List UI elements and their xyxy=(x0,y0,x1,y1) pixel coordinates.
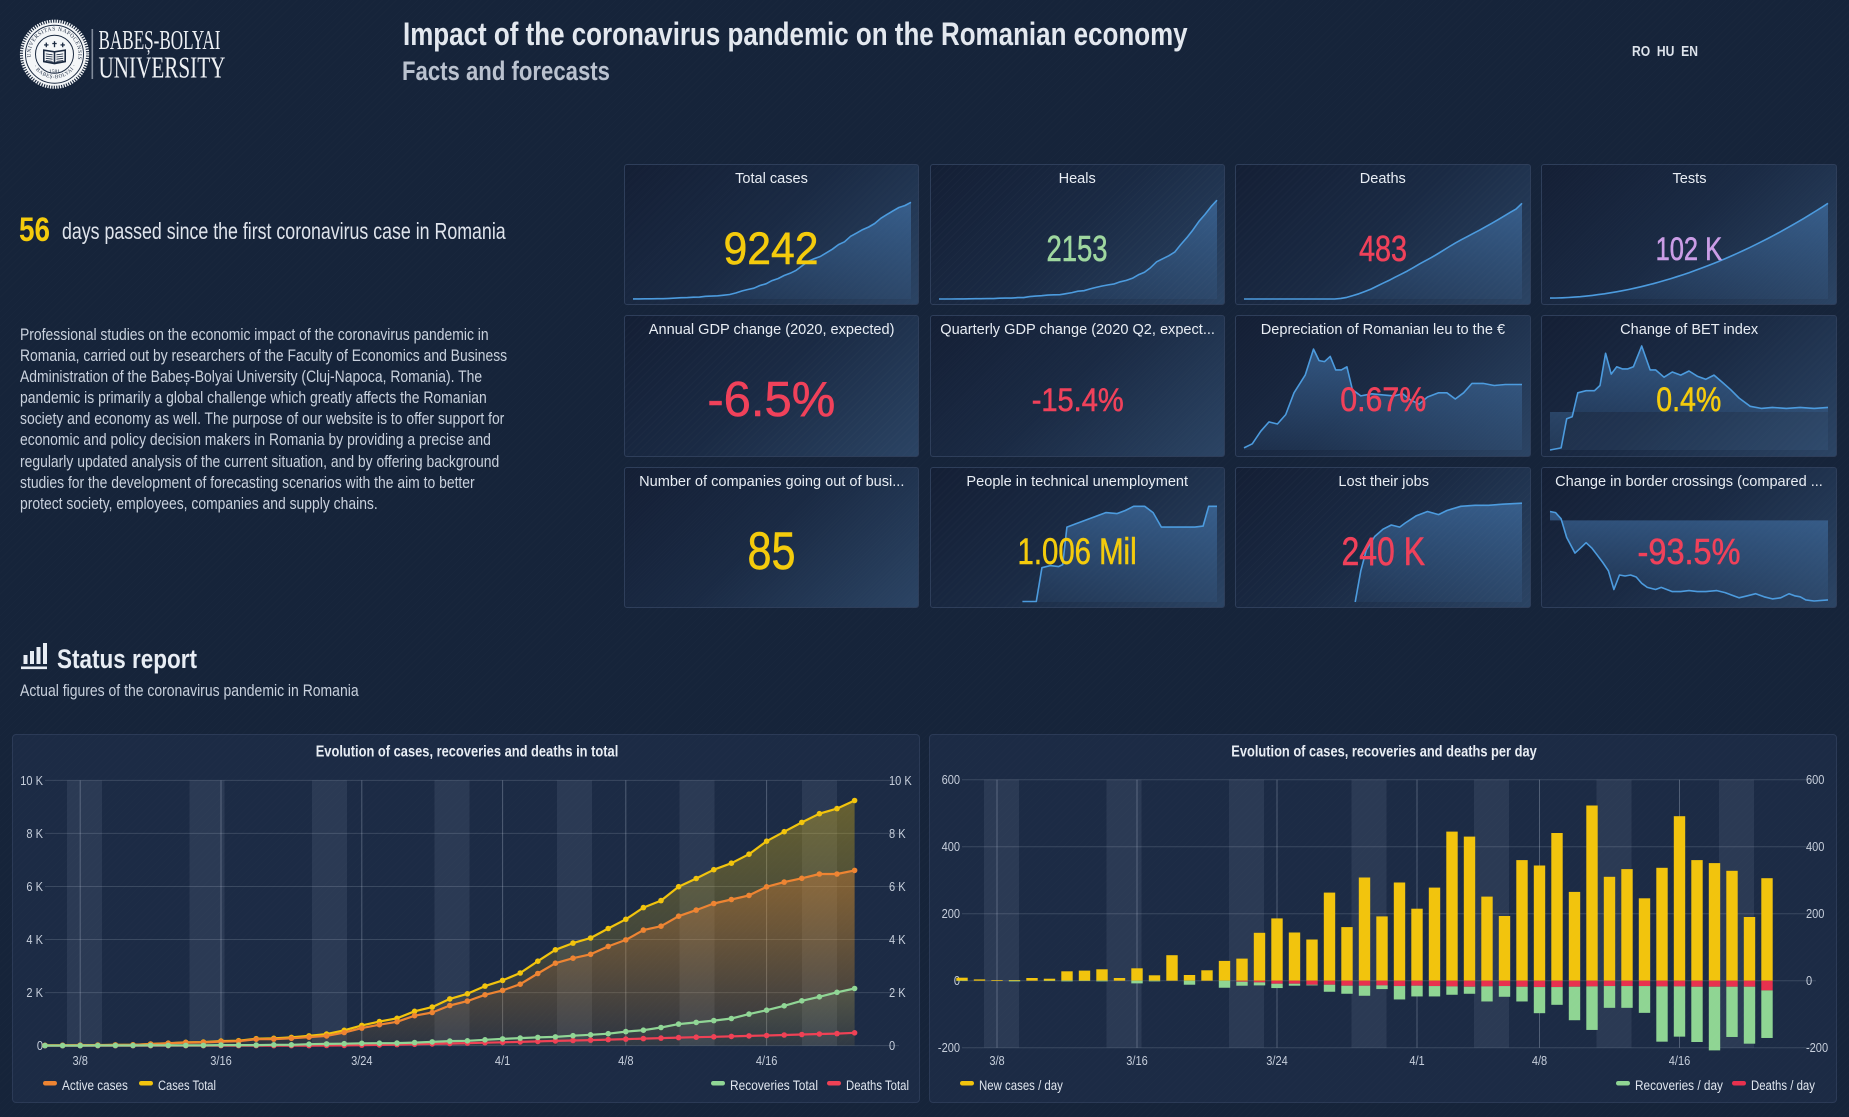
svg-text:4/16: 4/16 xyxy=(756,1053,778,1068)
svg-text:Deaths / day: Deaths / day xyxy=(1751,1077,1815,1093)
svg-text:0: 0 xyxy=(1806,973,1812,988)
svg-text:1581: 1581 xyxy=(49,69,60,75)
svg-text:4/1: 4/1 xyxy=(1409,1053,1425,1068)
svg-text:Actual figures of the coronavi: Actual figures of the coronavirus pandem… xyxy=(20,682,359,701)
svg-text:days passed since the first co: days passed since the first coronavirus … xyxy=(62,219,506,245)
svg-text:4/8: 4/8 xyxy=(618,1053,634,1068)
svg-text:4/1: 4/1 xyxy=(495,1053,511,1068)
svg-text:Recoveries / day: Recoveries / day xyxy=(1635,1077,1723,1093)
svg-text:2 K: 2 K xyxy=(889,985,906,1000)
svg-text:600: 600 xyxy=(942,772,961,787)
svg-text:4 K: 4 K xyxy=(889,932,906,947)
svg-text:-200: -200 xyxy=(1806,1040,1828,1055)
svg-text:200: 200 xyxy=(942,906,961,921)
svg-text:Cases Total: Cases Total xyxy=(158,1078,216,1093)
svg-text:3/8: 3/8 xyxy=(73,1053,89,1068)
svg-text:3/24: 3/24 xyxy=(351,1053,373,1068)
svg-text:3/8: 3/8 xyxy=(989,1053,1005,1068)
svg-text:3/24: 3/24 xyxy=(1266,1053,1288,1068)
svg-text:600: 600 xyxy=(1806,772,1825,787)
svg-text:RO HU EN: RO HU EN xyxy=(1632,43,1698,59)
svg-text:200: 200 xyxy=(1806,906,1825,921)
svg-text:Status report: Status report xyxy=(57,645,197,674)
svg-text:UNIVERSITY: UNIVERSITY xyxy=(99,49,226,84)
svg-text:6 K: 6 K xyxy=(26,879,43,894)
svg-text:4/16: 4/16 xyxy=(1669,1053,1691,1068)
svg-text:6 K: 6 K xyxy=(889,879,906,894)
svg-text:10 K: 10 K xyxy=(20,773,43,788)
svg-text:3/16: 3/16 xyxy=(1126,1053,1148,1068)
svg-text:0: 0 xyxy=(889,1038,895,1053)
svg-text:Impact of the coronavirus pand: Impact of the coronavirus pandemic on th… xyxy=(403,18,1188,53)
svg-text:4 K: 4 K xyxy=(26,932,43,947)
svg-text:Evolution of cases, recoveries: Evolution of cases, recoveries and death… xyxy=(1231,743,1536,761)
svg-text:400: 400 xyxy=(942,839,961,854)
svg-text:400: 400 xyxy=(1806,839,1825,854)
svg-text:0: 0 xyxy=(37,1038,43,1053)
svg-text:4/8: 4/8 xyxy=(1532,1053,1548,1068)
svg-text:10 K: 10 K xyxy=(889,773,912,788)
svg-text:Recoveries Total: Recoveries Total xyxy=(730,1077,818,1093)
svg-text:Active cases: Active cases xyxy=(62,1077,128,1093)
svg-text:New cases / day: New cases / day xyxy=(979,1077,1063,1093)
svg-text:-200: -200 xyxy=(938,1040,960,1055)
svg-text:Facts and forecasts: Facts and forecasts xyxy=(402,57,610,87)
svg-text:Deaths Total: Deaths Total xyxy=(846,1077,909,1093)
svg-text:Evolution of cases, recoveries: Evolution of cases, recoveries and death… xyxy=(316,743,619,761)
svg-text:BABEȘ-BOLYAI: BABEȘ-BOLYAI xyxy=(99,25,221,55)
svg-text:2 K: 2 K xyxy=(26,985,43,1000)
svg-text:3/16: 3/16 xyxy=(210,1053,232,1068)
svg-text:8 K: 8 K xyxy=(889,826,906,841)
svg-text:56: 56 xyxy=(19,210,50,248)
svg-text:8 K: 8 K xyxy=(26,826,43,841)
